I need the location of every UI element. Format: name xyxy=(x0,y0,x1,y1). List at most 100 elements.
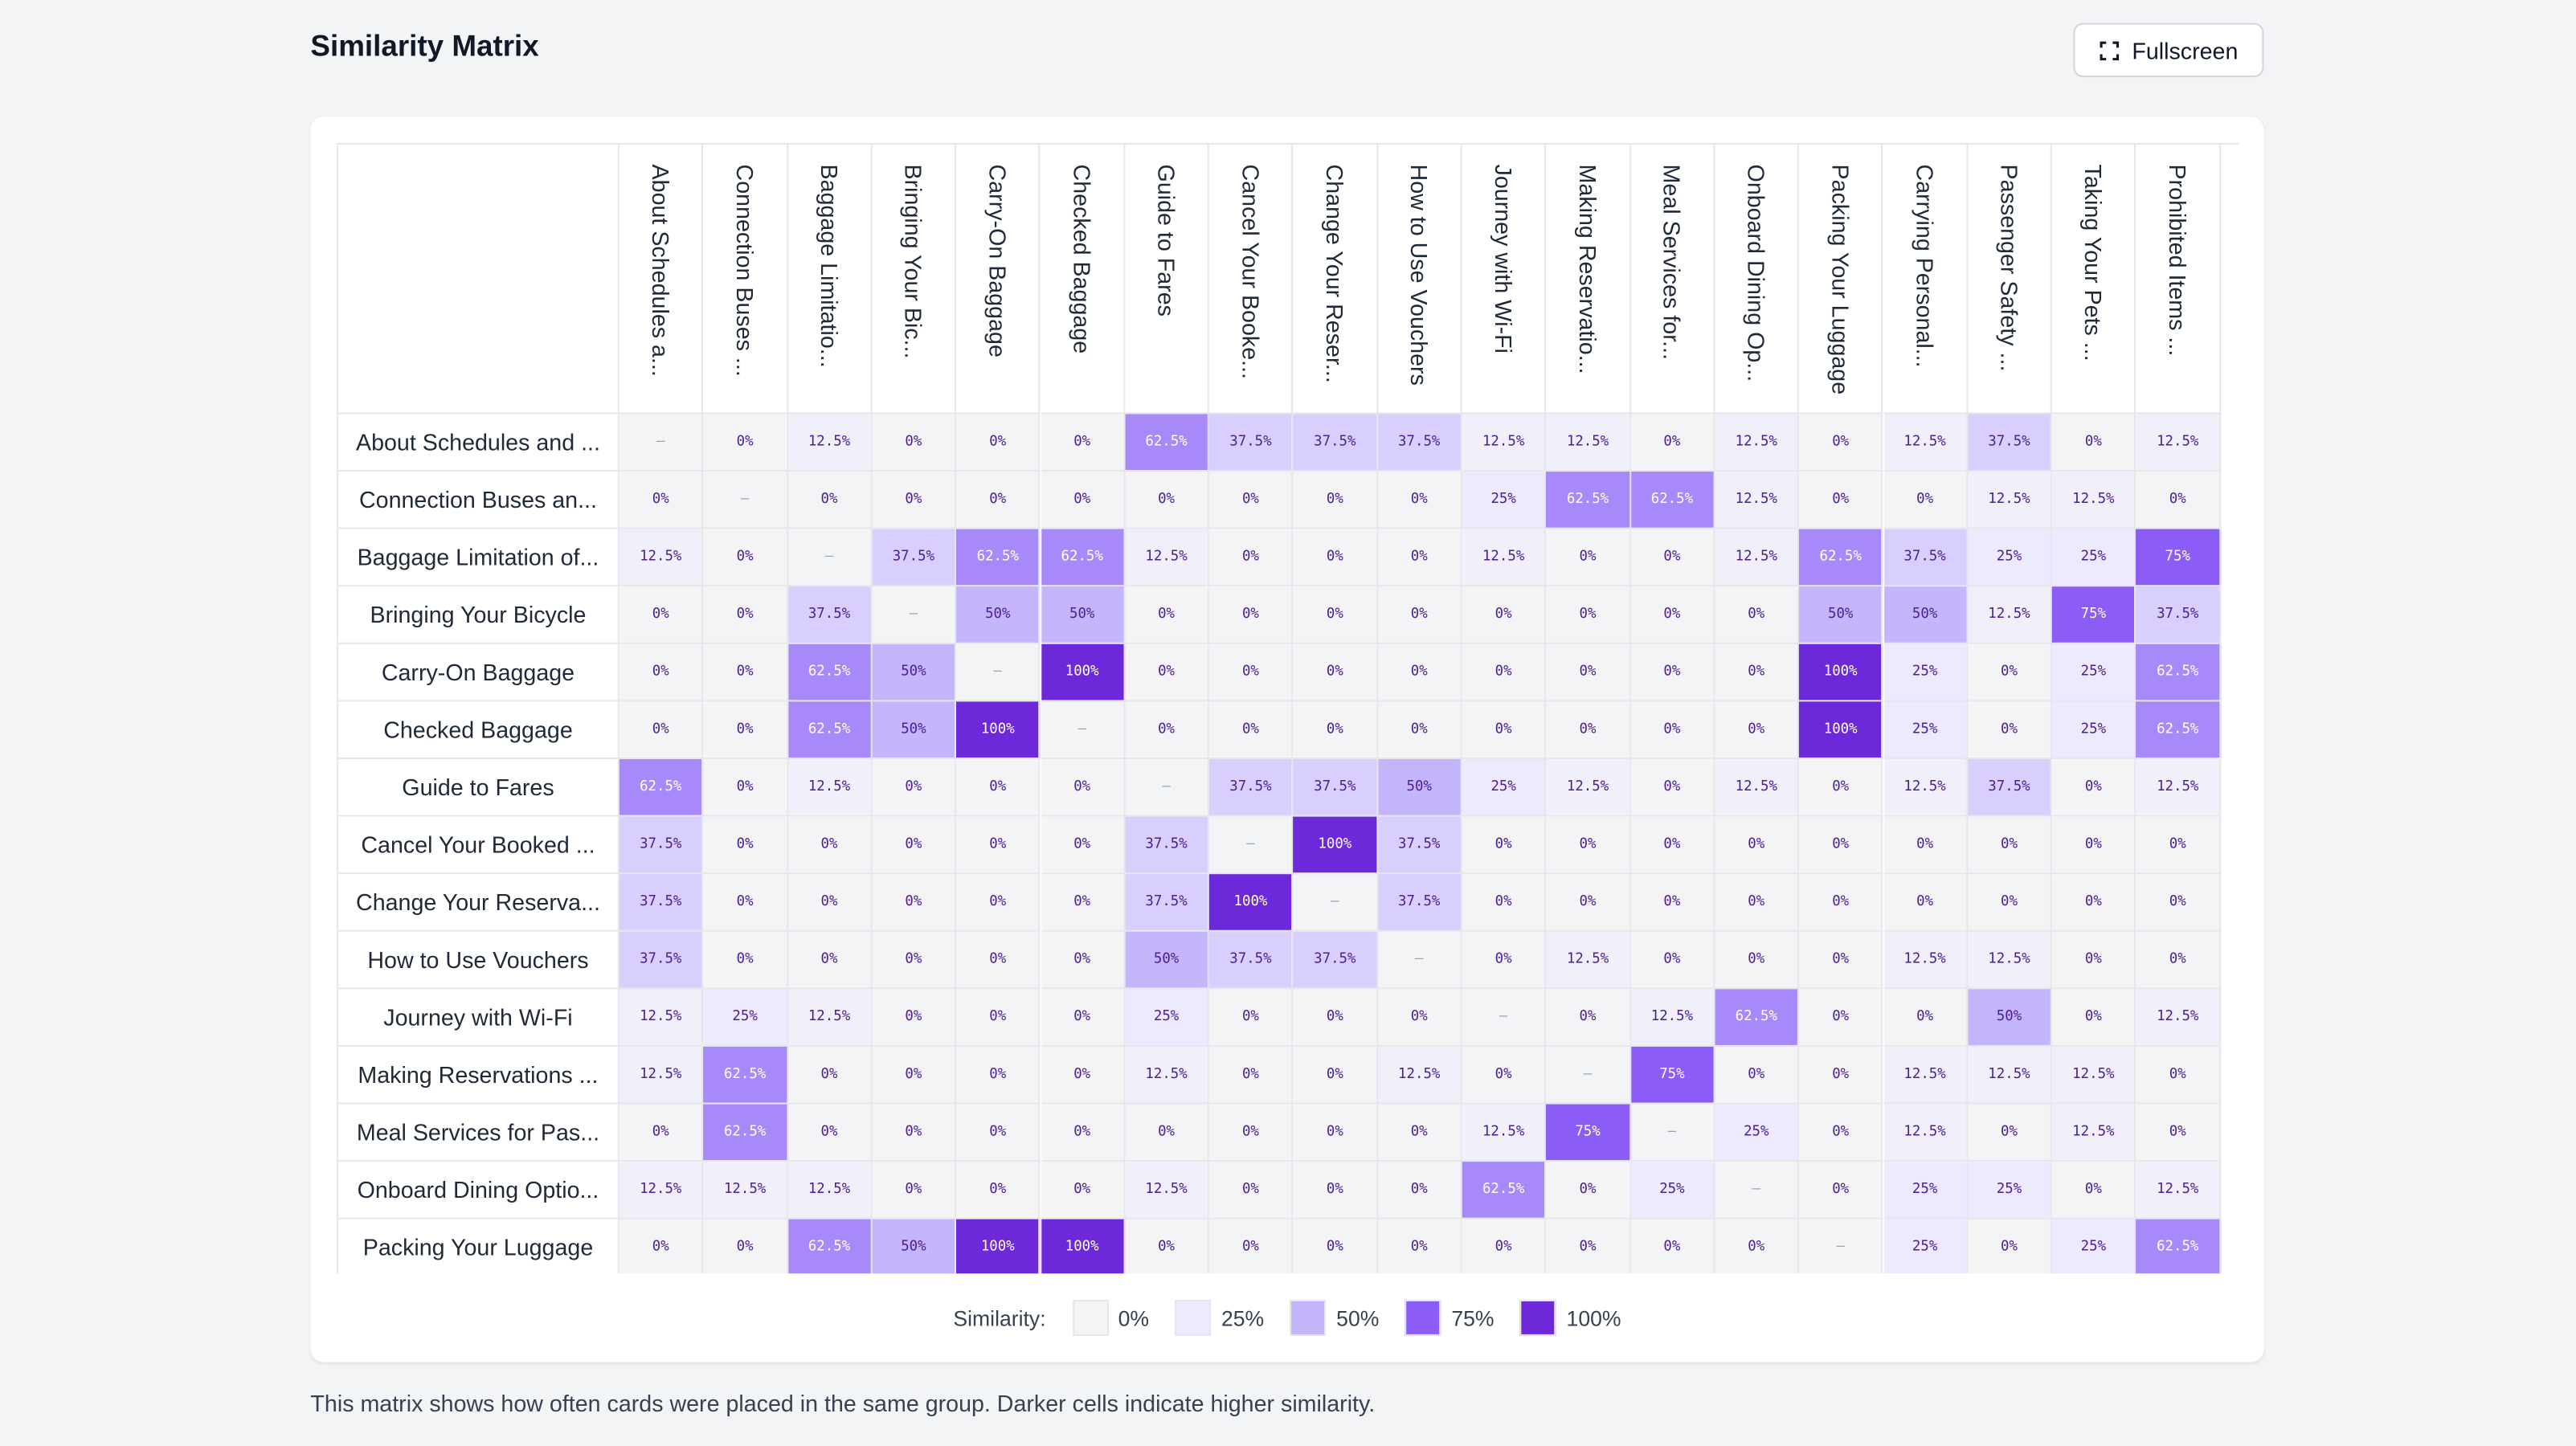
similarity-cell: – xyxy=(619,414,704,472)
similarity-cell: 0% xyxy=(2051,989,2136,1047)
similarity-cell: 0% xyxy=(703,758,788,817)
similarity-cell: 37.5% xyxy=(619,816,704,875)
similarity-cell: 0% xyxy=(1377,989,1462,1047)
legend-label: 75% xyxy=(1451,1305,1494,1330)
similarity-cell: 0% xyxy=(1715,1046,1800,1105)
similarity-cell: 0% xyxy=(1293,1162,1378,1219)
similarity-cell: 12.5% xyxy=(1546,758,1631,817)
similarity-cell: – xyxy=(1209,816,1294,875)
similarity-cell: 12.5% xyxy=(1546,414,1631,472)
similarity-cell: 0% xyxy=(619,1104,704,1162)
similarity-cell: 0% xyxy=(872,472,957,529)
similarity-cell: 12.5% xyxy=(787,758,873,817)
similarity-cell: 0% xyxy=(1799,816,1884,875)
similarity-cell: 0% xyxy=(1883,816,1969,875)
similarity-cell: 50% xyxy=(1799,586,1884,644)
similarity-cell: 62.5% xyxy=(1462,1162,1547,1219)
similarity-cell: 0% xyxy=(703,816,788,875)
similarity-cell: 12.5% xyxy=(1715,414,1800,472)
similarity-cell: 0% xyxy=(1715,701,1800,759)
similarity-cell: 0% xyxy=(1799,758,1884,817)
row-label: Bringing Your Bicycle xyxy=(338,586,619,644)
similarity-cell: 12.5% xyxy=(1462,529,1547,587)
similarity-cell: 0% xyxy=(703,701,788,759)
similarity-cell: 0% xyxy=(1125,643,1210,702)
similarity-cell: 0% xyxy=(1546,643,1631,702)
similarity-cell: – xyxy=(872,586,957,644)
similarity-cell: 50% xyxy=(1041,586,1126,644)
similarity-cell: 25% xyxy=(2051,1219,2136,1274)
similarity-cell: 0% xyxy=(1041,931,1126,990)
similarity-cell: 0% xyxy=(872,931,957,990)
legend-label: 25% xyxy=(1221,1305,1265,1330)
similarity-cell: 0% xyxy=(1209,1219,1294,1274)
similarity-cell: 0% xyxy=(1209,701,1294,759)
column-header: Carrying Personal... xyxy=(1883,144,1969,415)
similarity-cell: 0% xyxy=(619,586,704,644)
similarity-cell: 0% xyxy=(2051,816,2136,875)
similarity-cell: 0% xyxy=(1715,1219,1800,1274)
matrix-grid: About Schedules a... Connection Buses ...… xyxy=(337,142,2239,1274)
similarity-cell: 37.5% xyxy=(1883,529,1969,587)
column-header: Bringing Your Bic... xyxy=(872,144,957,415)
similarity-cell: 0% xyxy=(1546,1219,1631,1274)
similarity-cell: 0% xyxy=(787,874,873,932)
similarity-cell: 0% xyxy=(2051,931,2136,990)
similarity-cell: 100% xyxy=(956,1219,1041,1274)
similarity-cell: 12.5% xyxy=(1883,414,1969,472)
similarity-cell: 0% xyxy=(1209,1104,1294,1162)
similarity-cell: 12.5% xyxy=(1462,414,1547,472)
similarity-cell: 0% xyxy=(1799,1046,1884,1105)
similarity-cell: 0% xyxy=(956,472,1041,529)
column-header: Packing Your Luggage xyxy=(1799,144,1884,415)
column-header: Making Reservatio... xyxy=(1546,144,1631,415)
similarity-cell: 0% xyxy=(1546,816,1631,875)
similarity-cell: 12.5% xyxy=(2136,1162,2221,1219)
column-header: Prohibited Items ... xyxy=(2136,144,2221,415)
similarity-cell: 12.5% xyxy=(2051,1104,2136,1162)
similarity-cell: 0% xyxy=(1462,701,1547,759)
similarity-cell: 100% xyxy=(956,701,1041,759)
similarity-cell: 37.5% xyxy=(1293,931,1378,990)
footnote: This matrix shows how often cards were p… xyxy=(310,1390,1376,1417)
similarity-cell: 0% xyxy=(872,874,957,932)
similarity-cell: 0% xyxy=(872,414,957,472)
similarity-cell: 50% xyxy=(872,701,957,759)
button-label: Fullscreen xyxy=(2132,37,2239,63)
similarity-cell: 12.5% xyxy=(2136,414,2221,472)
similarity-cell: 37.5% xyxy=(1293,758,1378,817)
similarity-cell: 0% xyxy=(956,758,1041,817)
similarity-cell: 0% xyxy=(1125,472,1210,529)
similarity-cell: 37.5% xyxy=(1209,414,1294,472)
legend-label: 50% xyxy=(1336,1305,1380,1330)
row-label: Cancel Your Booked ... xyxy=(338,816,619,875)
similarity-cell: 25% xyxy=(1883,1219,1969,1274)
similarity-cell: 0% xyxy=(1293,1219,1378,1274)
similarity-cell: 25% xyxy=(2051,643,2136,702)
similarity-cell: 37.5% xyxy=(1209,931,1294,990)
similarity-cell: 0% xyxy=(787,1104,873,1162)
similarity-cell: 0% xyxy=(1125,1104,1210,1162)
column-header: Baggage Limitatio... xyxy=(787,144,873,415)
similarity-cell: 0% xyxy=(1041,414,1126,472)
row-label: Onboard Dining Optio... xyxy=(338,1162,619,1219)
legend-title: Similarity: xyxy=(953,1305,1046,1330)
similarity-cell: 50% xyxy=(1968,989,2052,1047)
similarity-cell: 0% xyxy=(619,643,704,702)
similarity-cell: 0% xyxy=(787,1046,873,1105)
similarity-cell: 12.5% xyxy=(2136,989,2221,1047)
similarity-cell: 12.5% xyxy=(1125,1162,1210,1219)
similarity-cell: 0% xyxy=(1293,1104,1378,1162)
similarity-cell: 12.5% xyxy=(1715,529,1800,587)
fullscreen-button[interactable]: Fullscreen xyxy=(2073,22,2264,78)
similarity-cell: 0% xyxy=(1715,816,1800,875)
similarity-cell: 0% xyxy=(1377,1104,1462,1162)
similarity-cell: 0% xyxy=(1883,874,1969,932)
similarity-cell: 12.5% xyxy=(2136,758,2221,817)
similarity-cell: 0% xyxy=(1125,701,1210,759)
similarity-cell: 25% xyxy=(1883,1162,1969,1219)
similarity-cell: 37.5% xyxy=(1209,758,1294,817)
similarity-cell: 0% xyxy=(1630,643,1715,702)
similarity-cell: 12.5% xyxy=(1968,931,2052,990)
similarity-cell: 12.5% xyxy=(1715,758,1800,817)
